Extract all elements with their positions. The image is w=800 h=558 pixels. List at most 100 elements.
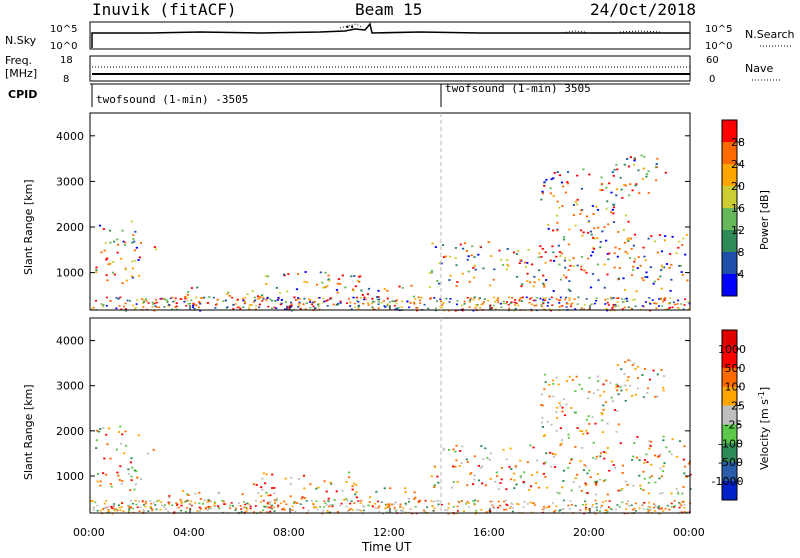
scatter-point — [190, 287, 193, 289]
scatter-point — [95, 268, 98, 271]
scatter-point — [302, 507, 305, 509]
scatter-point — [490, 306, 493, 309]
scatter-point — [630, 458, 634, 461]
scatter-point — [452, 448, 455, 451]
scatter-point — [494, 308, 497, 310]
scatter-point — [315, 487, 318, 490]
scatter-point — [433, 297, 436, 299]
scatter-point — [638, 459, 641, 462]
scatter-point — [352, 289, 355, 292]
scatter-point — [593, 227, 596, 230]
scatter-point — [330, 504, 333, 507]
scatter-point — [544, 299, 547, 302]
scatter-point — [671, 306, 674, 309]
scatter-point — [643, 501, 646, 504]
scatter-point — [254, 308, 257, 311]
scatter-point — [588, 423, 591, 425]
scatter-point — [243, 302, 246, 304]
sky-panel-frame — [89, 21, 691, 50]
scatter-point — [401, 286, 404, 289]
scatter-point — [647, 481, 651, 484]
scatter-point — [491, 503, 494, 506]
scatter-point — [225, 307, 228, 309]
scatter-point — [569, 264, 572, 267]
scatter-point — [451, 465, 455, 468]
scatter-point — [628, 505, 631, 507]
scatter-point — [461, 309, 464, 312]
scatter-point — [549, 192, 552, 195]
scatter-point — [280, 302, 283, 305]
scatter-point — [624, 480, 627, 483]
scatter-point — [662, 375, 666, 378]
scatter-point — [142, 306, 145, 308]
scatter-point — [555, 214, 558, 217]
scatter-point — [573, 298, 576, 300]
scatter-point — [118, 479, 121, 481]
scatter-point — [201, 297, 204, 299]
scatter-point — [574, 411, 577, 414]
scatter-point — [168, 501, 171, 504]
scatter-point — [452, 506, 455, 508]
scatter-point — [253, 299, 257, 302]
scatter-point — [441, 304, 444, 306]
sky-right-label: N.Search — [745, 28, 795, 41]
scatter-point — [687, 308, 690, 311]
scatter-point — [629, 183, 632, 186]
scatter-point — [526, 261, 529, 264]
scatter-point — [346, 510, 349, 513]
scatter-point — [638, 507, 641, 510]
scatter-point — [626, 252, 629, 255]
scatter-point — [221, 500, 224, 502]
scatter-point — [568, 462, 572, 465]
power-colorbar-label: Power [dB] — [758, 190, 771, 250]
scatter-point — [528, 301, 531, 304]
scatter-point — [662, 389, 665, 392]
scatter-point — [564, 256, 567, 259]
scatter-point — [335, 490, 338, 493]
scatter-point — [377, 296, 380, 298]
scatter-point — [661, 305, 664, 307]
scatter-point — [490, 308, 493, 311]
colorbar-tick-label: 24 — [731, 158, 745, 171]
scatter-point — [608, 500, 611, 502]
scatter-point — [433, 484, 436, 486]
scatter-point — [190, 299, 193, 302]
scatter-point — [262, 472, 265, 475]
scatter-point — [275, 499, 278, 502]
scatter-point — [499, 302, 502, 305]
colorbar-tick-label: 25 — [731, 400, 745, 413]
scatter-point — [111, 507, 114, 509]
scatter-point — [657, 278, 660, 281]
scatter-point — [371, 297, 374, 300]
scatter-point — [567, 466, 570, 469]
scatter-point — [682, 237, 685, 240]
scatter-point — [591, 251, 594, 254]
scatter-point — [677, 299, 680, 302]
scatter-point — [180, 298, 183, 301]
scatter-point — [532, 299, 535, 302]
scatter-point — [670, 453, 673, 456]
scatter-point — [541, 416, 544, 419]
range-tick-label: 1000 — [56, 267, 84, 280]
scatter-point — [127, 473, 131, 475]
scatter-point — [467, 270, 470, 273]
scatter-point — [121, 480, 124, 482]
scatter-point — [606, 422, 609, 425]
scatter-point — [431, 242, 434, 245]
scatter-point — [362, 509, 365, 512]
scatter-point — [345, 481, 348, 483]
freq-label-line1: Freq. — [5, 54, 32, 67]
scatter-point — [290, 304, 293, 307]
scatter-point — [528, 488, 531, 491]
scatter-point — [615, 194, 618, 197]
scatter-point — [524, 265, 528, 268]
scatter-point — [104, 242, 107, 245]
scatter-point — [544, 475, 547, 478]
colorbar-swatch — [722, 405, 737, 425]
scatter-point — [455, 444, 458, 447]
scatter-point — [563, 414, 567, 417]
scatter-point — [568, 299, 571, 301]
scatter-point — [142, 302, 145, 305]
scatter-point — [489, 500, 492, 503]
